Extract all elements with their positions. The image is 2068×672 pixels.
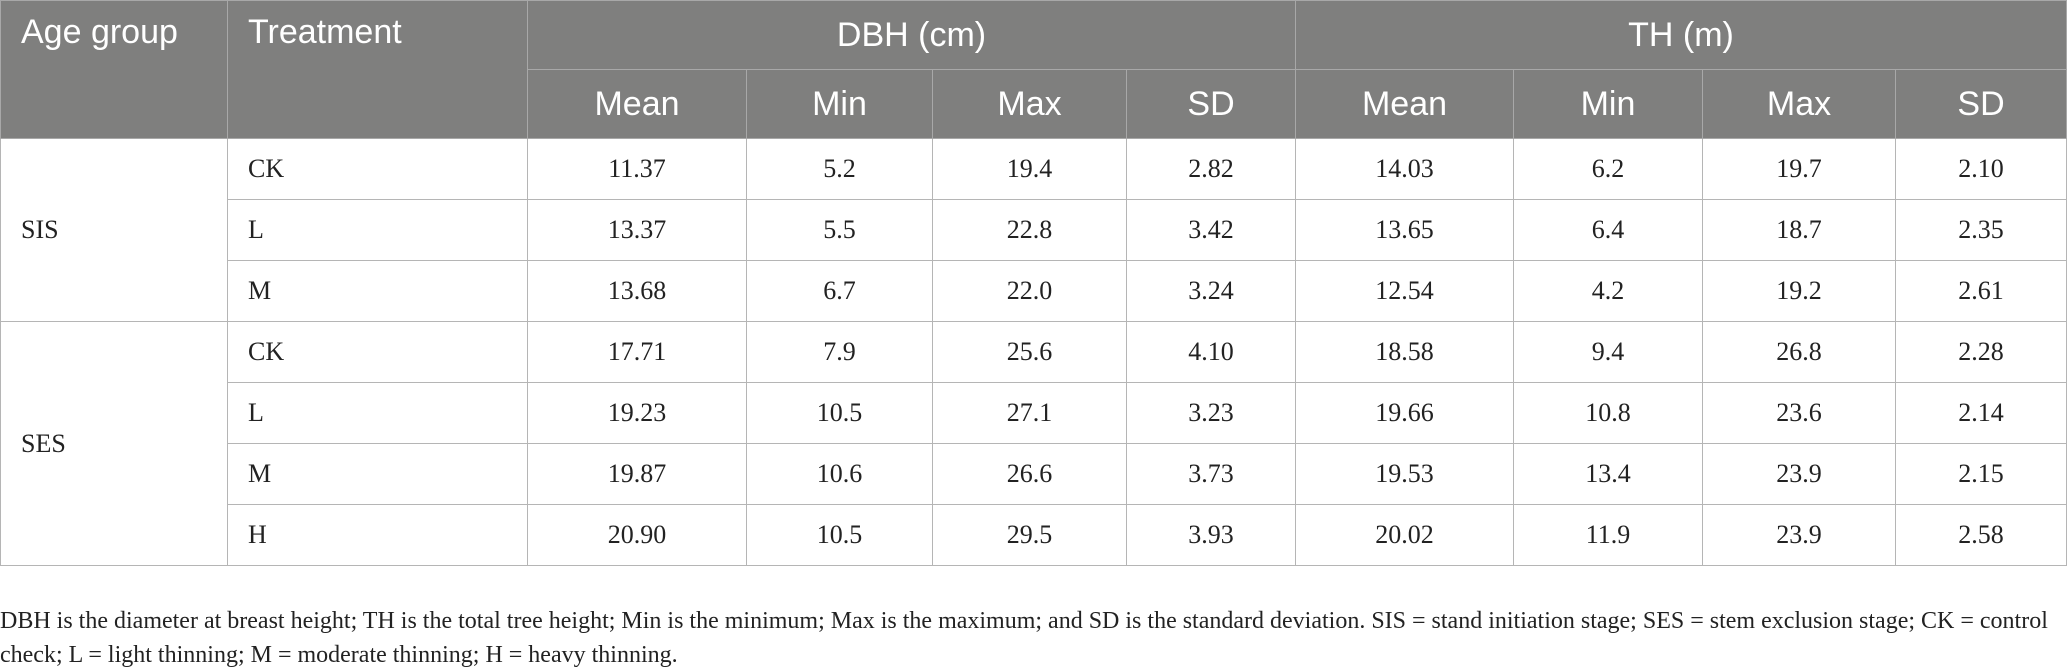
th-mean-cell: 19.53 (1295, 443, 1515, 505)
treatment-cell: M (227, 260, 528, 322)
dbh-max-cell: 25.6 (932, 321, 1127, 383)
header-th-mean: Mean (1295, 69, 1515, 139)
th-min-cell: 6.2 (1513, 138, 1704, 200)
dbh-mean-cell: 19.23 (527, 382, 747, 444)
table-row: H 20.90 10.5 29.5 3.93 20.02 11.9 23.9 2.58 (1, 504, 2068, 566)
dbh-sd-cell: 3.23 (1125, 382, 1297, 444)
data-table: Age group Treatment DBH (cm) TH (m) Mean… (0, 0, 2068, 566)
table-header: Age group Treatment DBH (cm) TH (m) Mean… (0, 0, 2068, 139)
th-sd-cell: 2.58 (1895, 504, 2068, 566)
th-mean-cell: 13.65 (1295, 199, 1515, 261)
th-max-cell: 23.9 (1702, 443, 1897, 505)
treatment-cell: CK (227, 321, 528, 383)
header-treatment: Treatment (227, 0, 528, 139)
th-min-cell: 11.9 (1513, 504, 1704, 566)
th-sd-cell: 2.35 (1895, 199, 2068, 261)
dbh-sd-cell: 3.73 (1125, 443, 1297, 505)
table-row: M 13.68 6.7 22.0 3.24 12.54 4.2 19.2 2.61 (1, 260, 2068, 322)
dbh-sd-cell: 3.42 (1125, 199, 1297, 261)
dbh-min-cell: 5.2 (746, 138, 933, 200)
dbh-mean-cell: 13.68 (527, 260, 747, 322)
th-max-cell: 18.7 (1702, 199, 1897, 261)
dbh-mean-cell: 13.37 (527, 199, 747, 261)
dbh-max-cell: 22.8 (932, 199, 1127, 261)
dbh-min-cell: 5.5 (746, 199, 933, 261)
table-row: L 13.37 5.5 22.8 3.42 13.65 6.4 18.7 2.35 (1, 199, 2068, 261)
dbh-min-cell: 10.5 (746, 504, 933, 566)
dbh-mean-cell: 20.90 (527, 504, 747, 566)
th-max-cell: 23.9 (1702, 504, 1897, 566)
treatment-cell: M (227, 443, 528, 505)
dbh-max-cell: 19.4 (932, 138, 1127, 200)
th-mean-cell: 14.03 (1295, 138, 1515, 200)
dbh-mean-cell: 11.37 (527, 138, 747, 200)
table-row: SIS CK 11.37 5.2 19.4 2.82 14.03 6.2 19.7 2.10 (0, 138, 2068, 322)
dbh-mean-cell: 19.87 (527, 443, 747, 505)
th-mean-cell: 18.58 (1295, 321, 1515, 383)
treatment-cell: L (227, 199, 528, 261)
treatment-cell: L (227, 382, 528, 444)
header-dbh-sd: SD (1125, 69, 1297, 139)
table-row: L 19.23 10.5 27.1 3.23 19.66 10.8 23.6 2.14 (1, 382, 2068, 444)
th-mean-cell: 12.54 (1295, 260, 1515, 322)
th-sd-cell: 2.15 (1895, 443, 2068, 505)
dbh-max-cell: 26.6 (932, 443, 1127, 505)
th-max-cell: 19.2 (1702, 260, 1897, 322)
dbh-max-cell: 29.5 (932, 504, 1127, 566)
th-min-cell: 4.2 (1513, 260, 1704, 322)
table-footnote: DBH is the diameter at breast height; TH… (0, 608, 2048, 668)
th-max-cell: 26.8 (1702, 321, 1897, 383)
th-mean-cell: 20.02 (1295, 504, 1515, 566)
th-min-cell: 13.4 (1513, 443, 1704, 505)
th-sd-cell: 2.61 (1895, 260, 2068, 322)
th-max-cell: 23.6 (1702, 382, 1897, 444)
dbh-sd-cell: 3.93 (1125, 504, 1297, 566)
age-group-cell: SES (0, 321, 228, 566)
dbh-min-cell: 10.6 (746, 443, 933, 505)
header-th: TH (m) (1295, 0, 2068, 70)
table-body: SIS CK 11.37 5.2 19.4 2.82 14.03 6.2 19.7 2.10 L 13… (0, 138, 2068, 566)
th-sd-cell: 2.14 (1895, 382, 2068, 444)
dbh-mean-cell: 17.71 (527, 321, 747, 383)
dbh-min-cell: 7.9 (746, 321, 933, 383)
th-max-cell: 19.7 (1702, 138, 1897, 200)
dbh-sd-cell: 3.24 (1125, 260, 1297, 322)
age-group-cell: SIS (0, 138, 228, 322)
header-dbh-min: Min (746, 69, 933, 139)
table-row: SES CK 17.71 7.9 25.6 4.10 18.58 9.4 26.8 2.28 (0, 321, 2068, 566)
treatment-cell: CK (227, 138, 528, 200)
th-sd-cell: 2.28 (1895, 321, 2068, 383)
data-table-container: Age group Treatment DBH (cm) TH (m) Mean… (0, 0, 2068, 566)
header-th-min: Min (1513, 69, 1704, 139)
dbh-min-cell: 6.7 (746, 260, 933, 322)
th-min-cell: 6.4 (1513, 199, 1704, 261)
dbh-sd-cell: 2.82 (1125, 138, 1297, 200)
th-mean-cell: 19.66 (1295, 382, 1515, 444)
dbh-max-cell: 27.1 (932, 382, 1127, 444)
header-th-max: Max (1702, 69, 1897, 139)
th-min-cell: 10.8 (1513, 382, 1704, 444)
dbh-max-cell: 22.0 (932, 260, 1127, 322)
th-sd-cell: 2.10 (1895, 138, 2068, 200)
header-th-sd: SD (1895, 69, 2068, 139)
treatment-cell: H (227, 504, 528, 566)
header-dbh: DBH (cm) (526, 0, 1297, 70)
th-min-cell: 9.4 (1513, 321, 1704, 383)
dbh-sd-cell: 4.10 (1125, 321, 1297, 383)
table-row: M 19.87 10.6 26.6 3.73 19.53 13.4 23.9 2.15 (1, 443, 2068, 505)
header-dbh-mean: Mean (527, 69, 747, 139)
header-age-group: Age group (0, 0, 228, 139)
dbh-min-cell: 10.5 (746, 382, 933, 444)
header-dbh-max: Max (932, 69, 1127, 139)
